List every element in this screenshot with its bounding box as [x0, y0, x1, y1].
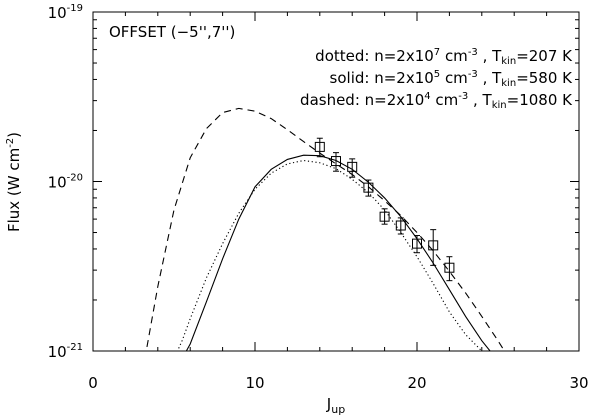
data-point [314, 141, 325, 152]
legend-dashed: dashed: n=2x104 cm-3 , Tkin=1080 K [300, 91, 573, 111]
legend-dotted: dotted: n=2x107 cm-3 , Tkin=207 K [315, 47, 573, 67]
x-tick-label: 30 [569, 374, 588, 392]
x-tick-label: 10 [245, 374, 264, 392]
y-axis-title: Flux (W cm-2) [5, 132, 23, 232]
model-curves [145, 107, 506, 351]
legend-solid: solid: n=2x105 cm-3 , Tkin=580 K [330, 69, 574, 89]
y-tick-label: 10-21 [48, 342, 83, 361]
offset-label: OFFSET (−5'',7'') [109, 23, 235, 41]
data-point [363, 182, 374, 193]
data-point [347, 161, 358, 172]
data-point [428, 240, 439, 251]
curve-dotted [176, 159, 483, 351]
data-point [331, 156, 341, 167]
x-axis-ticks: 0 10 20 30 [88, 12, 589, 392]
x-tick-label: 20 [407, 374, 426, 392]
y-axis-ticks: 10-21 10-20 10-19 [48, 3, 579, 361]
x-axis-title: Jup [326, 395, 345, 416]
data-point [379, 211, 390, 222]
data-point [395, 220, 406, 231]
y-tick-label: 10-19 [48, 3, 83, 22]
data-point [412, 238, 422, 249]
data-point [444, 262, 455, 273]
x-tick-label: 0 [88, 374, 98, 392]
observations [314, 137, 455, 282]
y-tick-label: 10-20 [48, 173, 83, 192]
